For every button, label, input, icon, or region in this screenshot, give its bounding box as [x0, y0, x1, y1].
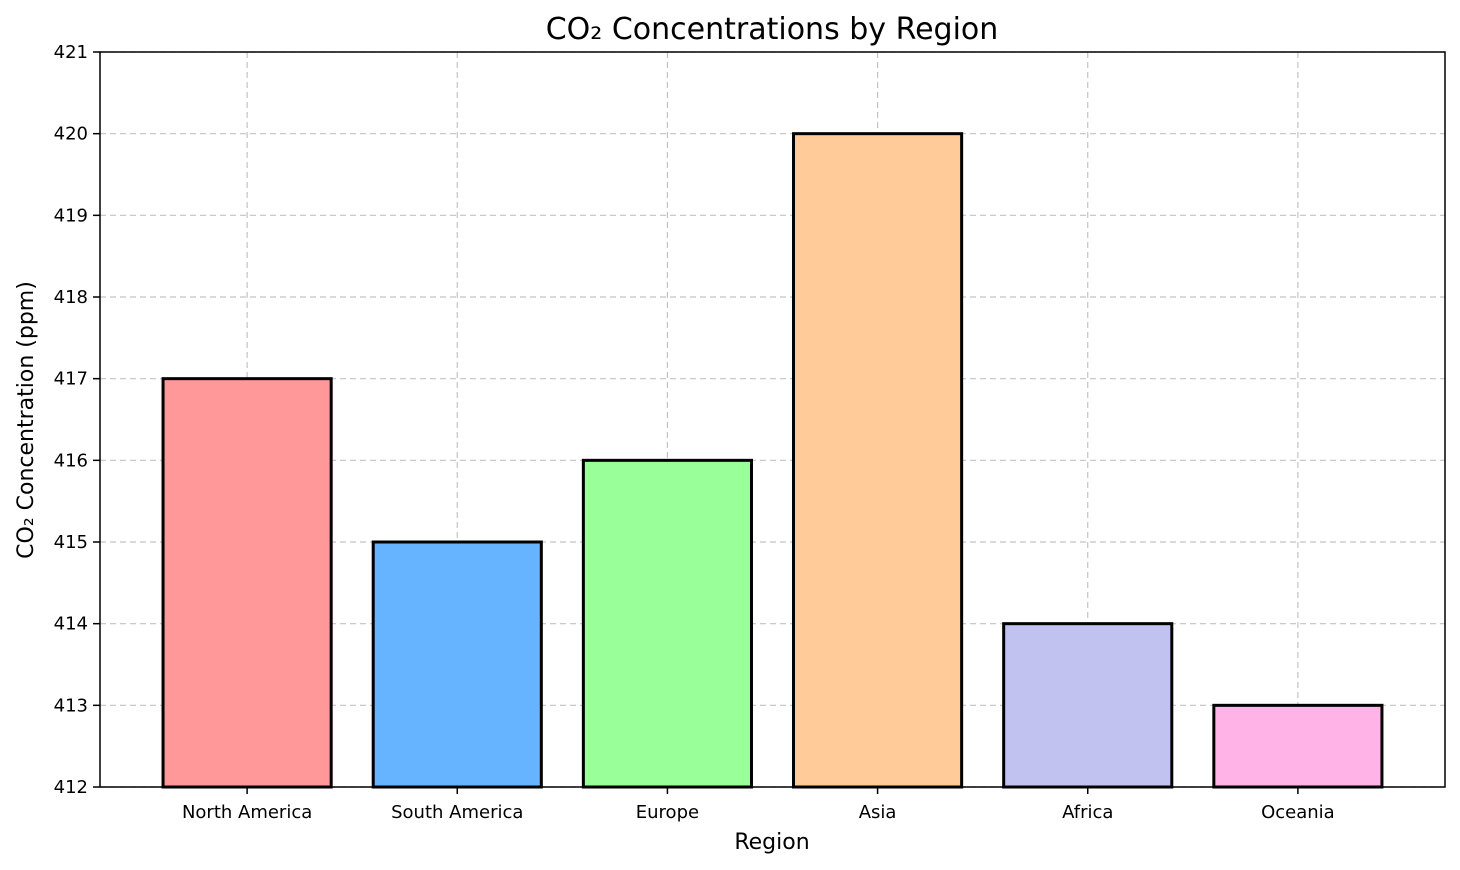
y-axis-label: CO₂ Concentration (ppm)	[14, 281, 39, 559]
y-tick-label: 421	[54, 42, 88, 63]
y-tick-label: 415	[54, 532, 88, 553]
x-tick-label: Africa	[1062, 802, 1113, 823]
bars	[161, 132, 1384, 789]
bar-south-america	[371, 540, 543, 789]
bar-north-america	[161, 377, 333, 789]
y-tick-label: 416	[54, 450, 88, 471]
x-tick-label: Oceania	[1261, 802, 1335, 823]
x-tick-label: North America	[182, 802, 312, 823]
bar-asia	[792, 132, 964, 789]
y-tick-label: 418	[54, 287, 88, 308]
y-tick-label: 417	[54, 369, 88, 390]
y-tick-label: 414	[54, 614, 88, 635]
x-tick-label: Asia	[859, 802, 897, 823]
plot-frame	[99, 51, 1446, 788]
bar-europe	[581, 458, 753, 789]
x-tick-label: South America	[391, 802, 523, 823]
chart-title: CO₂ Concentrations by Region	[546, 12, 999, 47]
x-tick-label: Europe	[636, 802, 699, 823]
y-axis-ticks: 412 413 414 415 416 417 418 419 420 421	[54, 42, 100, 798]
x-axis-label: Region	[734, 830, 809, 855]
x-axis-ticks: North America South America Europe Asia Afri…	[182, 787, 1335, 823]
y-tick-label: 412	[54, 777, 88, 798]
bar-oceania	[1212, 703, 1384, 789]
bar-africa	[1002, 622, 1174, 789]
y-tick-label: 413	[54, 695, 88, 716]
y-tick-label: 420	[54, 124, 88, 145]
y-tick-label: 419	[54, 205, 88, 226]
